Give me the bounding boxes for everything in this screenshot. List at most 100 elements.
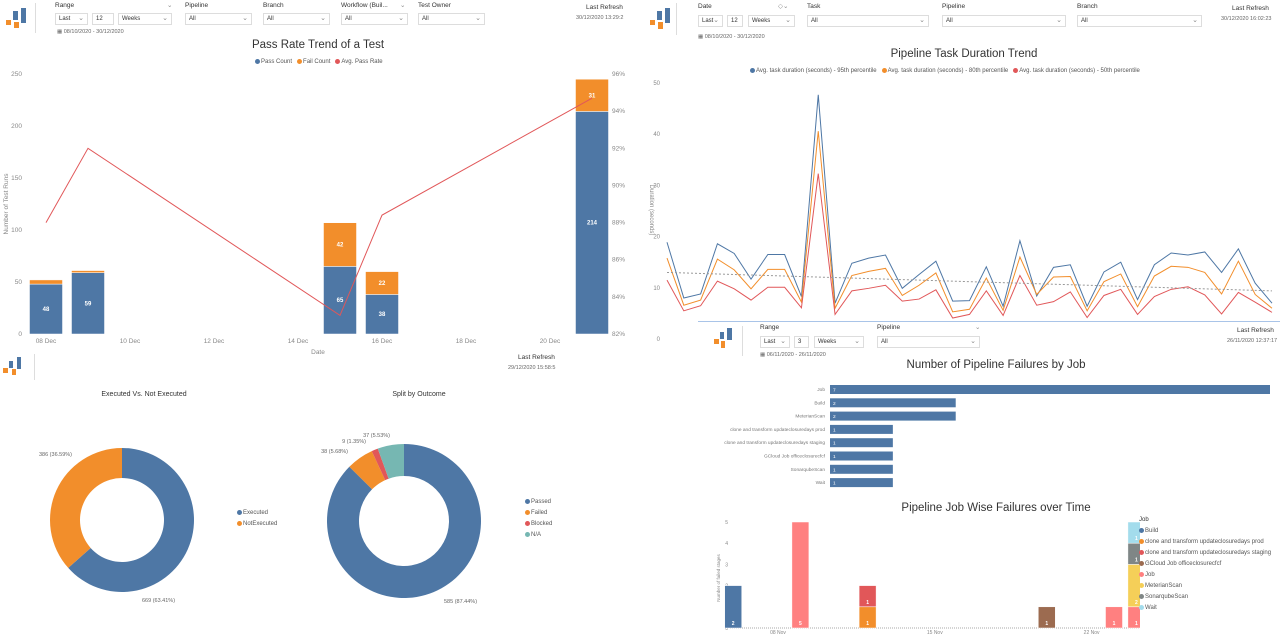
data-label: 9 (1.35%) [342,439,366,445]
branch-label: Branch [263,2,284,9]
category-label: SonarqubeScan [791,467,826,473]
y-tick-label: 30 [653,183,660,189]
legend-item: Fail Count [297,59,330,65]
calendar-icon: ▦ [760,352,767,358]
chart-legend: Avg. task duration (seconds) - 95th perc… [750,68,1140,74]
x-tick-label: 14 Dec [288,338,309,345]
legend-label: Avg. task duration (seconds) - 50th perc… [1019,68,1140,75]
series-line [666,131,1273,313]
data-label: 1 [833,467,836,473]
legend-swatch [1139,583,1144,588]
legend-label: Blocked [531,521,553,528]
fail-bar [365,271,399,295]
pipeline-select[interactable]: All ⌄ [185,13,252,25]
data-label: 1 [1135,536,1138,542]
range-unit-select[interactable]: Weeks ⌄ [814,336,864,348]
category-label: Wait [816,480,826,486]
test-owner-select[interactable]: All ⌄ [418,13,485,25]
legend-swatch [1139,594,1144,599]
chevron-down-icon[interactable]: ⌄ [167,2,173,9]
last-refresh-label: Last Refresh [586,4,623,11]
legend-item: Job [1139,572,1271,583]
last-refresh-label: Last Refresh [518,354,555,361]
workflow-select[interactable]: All ⌄ [341,13,408,25]
range-unit-select[interactable]: Weeks ⌄ [118,13,172,25]
range-count-input[interactable]: 12 [727,15,743,27]
x-tick-label: 08 Dec [36,338,57,345]
bar [830,451,893,461]
bar-segment [791,521,810,629]
x-tick-label: 15 Nov [927,630,943,636]
pipeline-select[interactable]: All ⌄ [942,15,1066,27]
last-refresh-label: Last Refresh [1237,327,1274,334]
y-tick-label: 0 [725,626,728,632]
y-tick-label: 50 [653,81,660,87]
data-label: 65 [337,298,344,304]
branch-select[interactable]: All ⌄ [1077,15,1202,27]
chart-title: Split by Outcome [392,391,446,398]
data-label: 1 [833,427,836,433]
y-tick-label: 20 [653,235,660,241]
range-count-input[interactable]: 3 [794,336,809,348]
logo-icon [650,8,670,29]
legend-swatch [1139,605,1144,610]
trend-line [666,271,1273,292]
branch-select[interactable]: All ⌄ [263,13,330,25]
range-unit-value: Weeks [122,16,141,22]
data-label: 585 (87.44%) [444,599,477,605]
pipeline-select[interactable]: All ⌄ [877,336,980,348]
x-tick-label: 16 Dec [372,338,393,345]
category-label: clone and transform updateclosuredays st… [724,440,825,446]
range-count-input[interactable]: 12 [92,13,114,25]
range-mode-select[interactable]: Last ⌄ [55,13,88,25]
calendar-icon: ▦ [57,29,64,35]
legend-label: NotExecuted [243,521,278,528]
last-refresh-value: 26/11/2020 12:37:17 [1227,338,1278,344]
fail-bar [29,279,63,285]
chevron-down-icon[interactable]: ⌄ [400,2,406,9]
bar-segment [724,585,742,629]
data-label: 5 [799,621,802,627]
range-unit-select[interactable]: Weeks ⌄ [748,15,795,27]
y-tick-label: 200 [11,123,22,130]
legend-label: Executed [243,510,269,517]
bar [830,424,893,434]
last-refresh-value: 30/12/2020 13:29:2 [576,15,624,21]
pass-rate-chart: 0 50 100 150 200 250 82% 84% 86% 88% 90% 92% 94% 96% 0… [3,71,625,356]
chart-legend: Executed NotExecuted [237,510,277,532]
legend-item: Build [1139,528,1271,539]
legend-swatch [1139,539,1144,544]
eraser-icon[interactable]: ◇⌄ [778,3,789,10]
chevron-down-icon[interactable]: ⌄ [975,324,981,331]
bar [830,385,1270,394]
data-label: 59 [85,301,92,307]
data-label: 669 (63.41%) [142,598,175,604]
chart-legend: Passed Failed Blocked N/A [525,499,552,543]
donut-slice [377,444,404,479]
y-axis-title: Number of Test Runs [3,173,10,235]
chevron-down-icon: ⌄ [78,15,84,22]
data-label: 37 (5.53%) [363,433,390,439]
chevron-down-icon: ⌄ [713,17,719,24]
range-mode-select[interactable]: Last ⌄ [760,336,790,348]
legend-item: Blocked [525,521,552,532]
y-tick-label: 150 [11,175,22,182]
pipeline-label: Pipeline [185,2,209,9]
series-line [666,173,1273,319]
bar-segment [1105,606,1123,629]
donut-slice [349,451,386,490]
range-mode-value: Last [59,16,71,22]
data-label: 48 [43,307,50,313]
legend-label: Avg. task duration (seconds) - 80th perc… [887,68,1009,75]
legend-swatch [237,510,242,515]
data-label: 1 [833,441,836,447]
legend-item: Avg. task duration (seconds) - 50th perc… [1013,68,1140,74]
legend-label: Avg. task duration (seconds) - 95th perc… [756,68,877,75]
y-tick-label: 5 [725,520,728,526]
pass-bar [323,266,357,335]
branch-value: All [1081,18,1088,24]
legend-item: Failed [525,510,552,521]
legend-swatch [525,510,530,515]
task-select[interactable]: All ⌄ [807,15,929,27]
range-mode-select[interactable]: Last ⌄ [698,15,723,27]
